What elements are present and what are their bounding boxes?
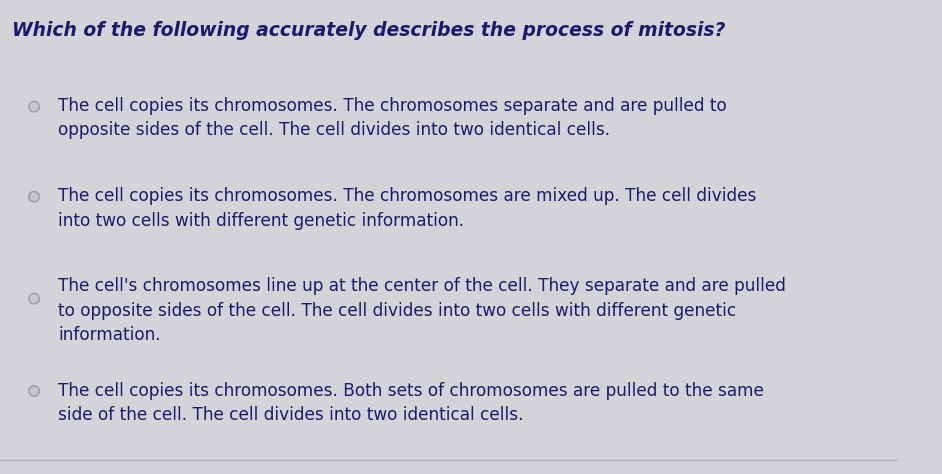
Ellipse shape (29, 293, 40, 304)
Text: The cell's chromosomes line up at the center of the cell. They separate and are : The cell's chromosomes line up at the ce… (58, 277, 787, 344)
Ellipse shape (29, 191, 40, 202)
Text: Which of the following accurately describes the process of mitosis?: Which of the following accurately descri… (11, 21, 725, 40)
Ellipse shape (29, 386, 40, 396)
Text: The cell copies its chromosomes. The chromosomes separate and are pulled to
oppo: The cell copies its chromosomes. The chr… (58, 97, 727, 139)
Text: The cell copies its chromosomes. The chromosomes are mixed up. The cell divides
: The cell copies its chromosomes. The chr… (58, 187, 756, 229)
Ellipse shape (29, 101, 40, 112)
Text: The cell copies its chromosomes. Both sets of chromosomes are pulled to the same: The cell copies its chromosomes. Both se… (58, 382, 764, 424)
